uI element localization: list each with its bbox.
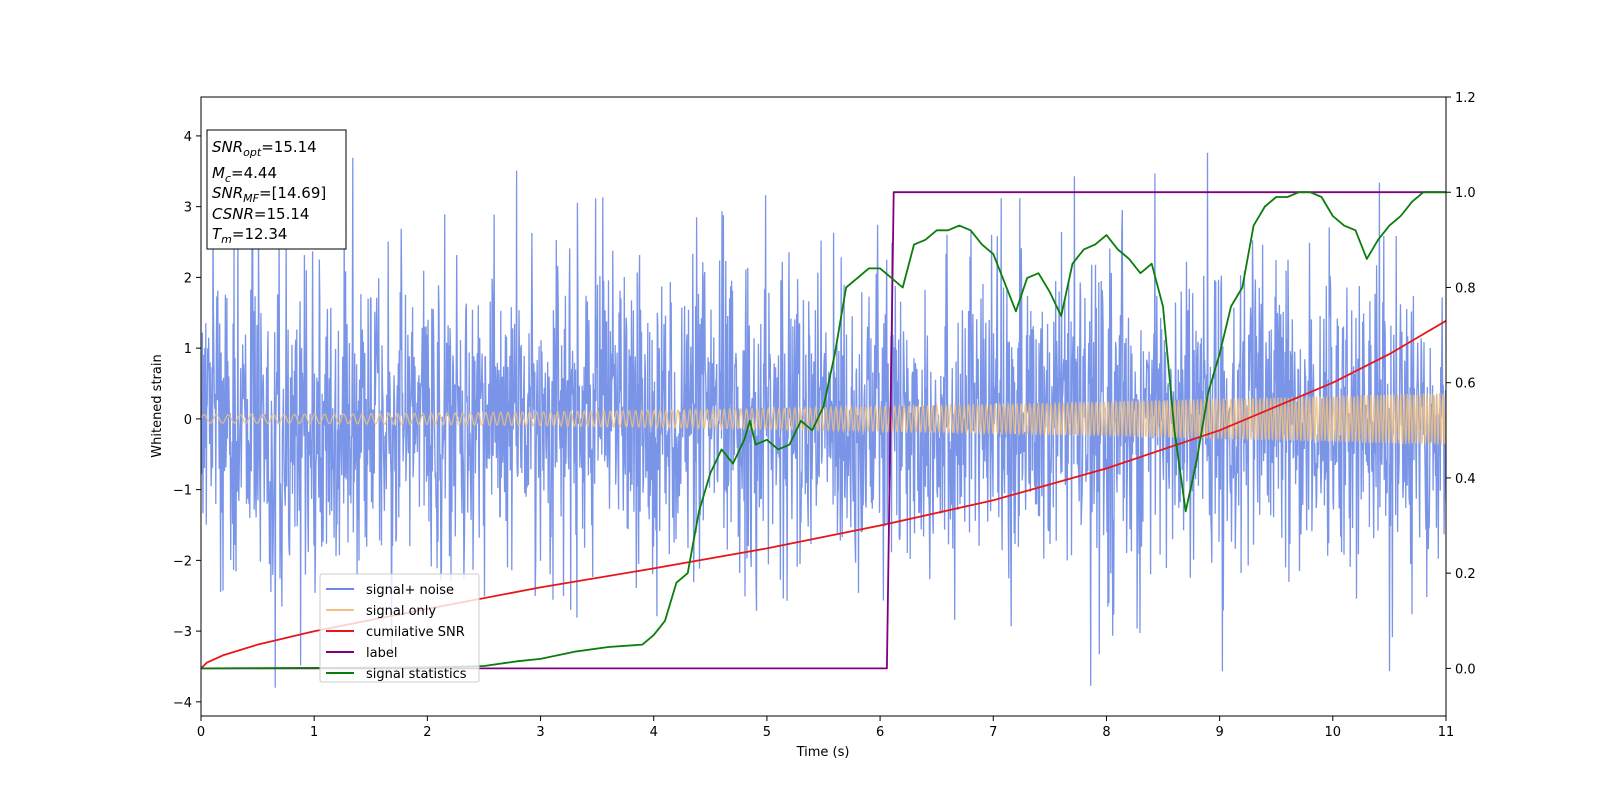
cumulative-snr-line bbox=[201, 320, 1446, 670]
legend-item: signal+ noise bbox=[326, 583, 454, 598]
y-tick-label: −4 bbox=[173, 696, 192, 711]
x-tick-label: 0 bbox=[197, 725, 205, 740]
y2-tick-label: 0.4 bbox=[1455, 472, 1476, 487]
legend-label: cumilative SNR bbox=[366, 625, 465, 640]
y-tick-label: 3 bbox=[184, 201, 192, 216]
x-tick-label: 4 bbox=[650, 725, 658, 740]
signal-statistics-series bbox=[201, 191, 1446, 670]
y-tick-label: 4 bbox=[184, 130, 192, 145]
legend-item: signal only bbox=[326, 604, 436, 619]
y2-tick-label: 0.8 bbox=[1455, 281, 1476, 296]
info-snr-opt: SNRopt=15.14 bbox=[212, 138, 317, 159]
label-line bbox=[201, 191, 1446, 670]
y2-tick-label: 1.0 bbox=[1455, 186, 1476, 201]
x-tick-label: 7 bbox=[989, 725, 997, 740]
legend-item: label bbox=[326, 646, 397, 661]
info-tm: Tm=12.34 bbox=[212, 225, 287, 246]
info-mc: Mc=4.44 bbox=[212, 164, 277, 185]
legend: signal+ noise signal only cumilative SNR la… bbox=[319, 573, 480, 683]
x-tick-label: 11 bbox=[1438, 725, 1455, 740]
y-tick-label: 0 bbox=[184, 413, 192, 428]
legend-item: signal statistics bbox=[326, 667, 467, 682]
y-tick-label: −1 bbox=[173, 484, 192, 499]
legend-item: cumilative SNR bbox=[326, 625, 465, 640]
x-axis-ticks: 0 1 2 3 4 5 6 7 8 9 10 11 bbox=[197, 716, 1454, 740]
x-tick-label: 10 bbox=[1325, 725, 1342, 740]
signal-plus-noise-series bbox=[201, 152, 1446, 688]
label-series bbox=[201, 191, 1446, 670]
y2-tick-label: 0.2 bbox=[1455, 567, 1476, 582]
x-tick-label: 1 bbox=[310, 725, 318, 740]
y-tick-label: −2 bbox=[173, 554, 192, 569]
y2-tick-label: 0.6 bbox=[1455, 377, 1476, 392]
legend-label: signal only bbox=[366, 604, 436, 619]
legend-label: signal statistics bbox=[366, 667, 467, 682]
info-snr-mf: SNRMF=[14.69] bbox=[212, 184, 326, 205]
y-axis-ticks: −4 −3 −2 −1 0 1 2 3 4 bbox=[173, 130, 201, 711]
y-tick-label: 1 bbox=[184, 342, 192, 357]
y-axis-label: Whitened strain bbox=[150, 354, 165, 457]
signal-only-series bbox=[201, 392, 1446, 445]
y-tick-label: −3 bbox=[173, 625, 192, 640]
legend-label: label bbox=[366, 646, 397, 661]
signal-statistics-line bbox=[201, 191, 1446, 670]
y2-tick-label: 0.0 bbox=[1455, 662, 1476, 677]
info-box: SNRopt=15.14 Mc=4.44 SNRMF=[14.69] CSNR=… bbox=[206, 129, 347, 250]
info-csnr: CSNR=15.14 bbox=[212, 205, 309, 223]
x-axis-label: Time (s) bbox=[796, 745, 850, 760]
x-tick-label: 3 bbox=[536, 725, 544, 740]
signal-only-line bbox=[201, 392, 1446, 445]
cumulative-snr-series bbox=[201, 320, 1446, 670]
y2-tick-label: 1.2 bbox=[1455, 91, 1476, 106]
x-tick-label: 5 bbox=[763, 725, 771, 740]
x-tick-label: 2 bbox=[423, 725, 431, 740]
legend-label: signal+ noise bbox=[366, 583, 454, 598]
x-tick-label: 6 bbox=[876, 725, 884, 740]
y2-axis-ticks: 0.0 0.2 0.4 0.6 0.8 1.0 1.2 bbox=[1446, 91, 1476, 677]
signal-plus-noise-line bbox=[201, 152, 1446, 688]
plot-frame bbox=[200, 96, 1447, 717]
x-tick-label: 9 bbox=[1215, 725, 1223, 740]
x-tick-label: 8 bbox=[1102, 725, 1110, 740]
y-tick-label: 2 bbox=[184, 271, 192, 286]
